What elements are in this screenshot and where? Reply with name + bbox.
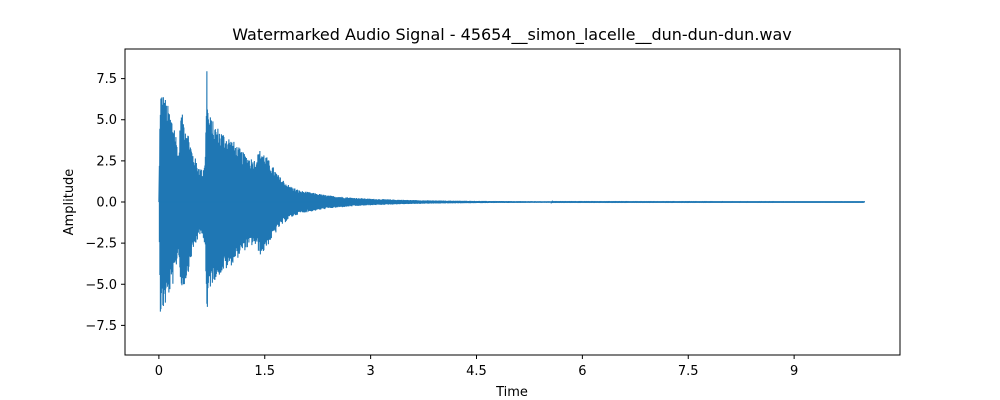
- x-axis-label: Time: [495, 385, 528, 400]
- y-tick-label: 7.5: [96, 72, 117, 87]
- y-axis: −7.5 −5.0 −2.5 0.0 2.5 5.0 7.5: [85, 72, 125, 334]
- y-tick-label: −5.0: [85, 278, 117, 293]
- chart-title: Watermarked Audio Signal - 45654__simon_…: [232, 25, 792, 45]
- y-axis-label: Amplitude: [62, 169, 77, 236]
- y-tick-label: −2.5: [85, 237, 117, 252]
- x-tick-label: 3: [366, 364, 374, 379]
- y-tick-label: 5.0: [96, 113, 117, 128]
- y-tick-label: −7.5: [85, 319, 117, 334]
- x-tick-label: 9: [790, 364, 798, 379]
- x-tick-label: 1.5: [254, 364, 275, 379]
- x-tick-label: 0: [155, 364, 163, 379]
- y-tick-label: 0.0: [96, 196, 117, 211]
- x-tick-label: 4.5: [466, 364, 487, 379]
- x-axis: 0 1.5 3 4.5 6 7.5 9: [155, 355, 798, 379]
- waveform-line: [158, 71, 865, 312]
- x-tick-label: 7.5: [678, 364, 699, 379]
- waveform-signal: [158, 71, 865, 312]
- x-tick-label: 6: [578, 364, 586, 379]
- y-tick-label: 2.5: [96, 154, 117, 169]
